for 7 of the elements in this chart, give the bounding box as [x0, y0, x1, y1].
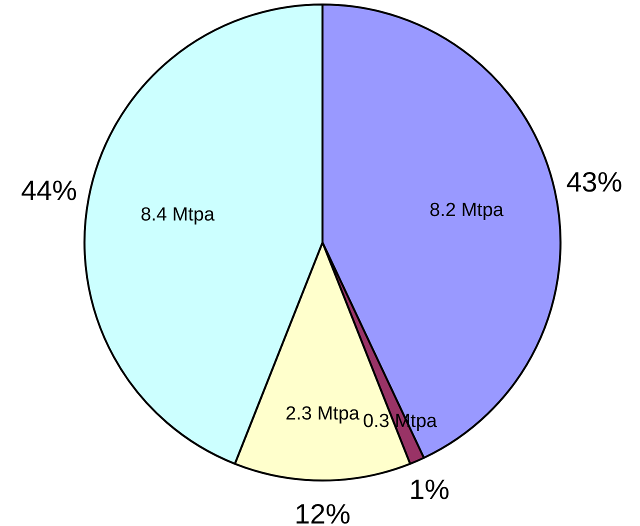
- data-label: 1%: [409, 474, 450, 505]
- data-label: 44%: [20, 174, 77, 206]
- data-label: 12%: [294, 498, 351, 526]
- text: 2.3 Mtpa: [286, 403, 360, 424]
- text: 8.2 Mtpa: [430, 200, 504, 221]
- text: 8.4 Mtpa: [140, 204, 215, 226]
- data-label: 43%: [566, 166, 622, 198]
